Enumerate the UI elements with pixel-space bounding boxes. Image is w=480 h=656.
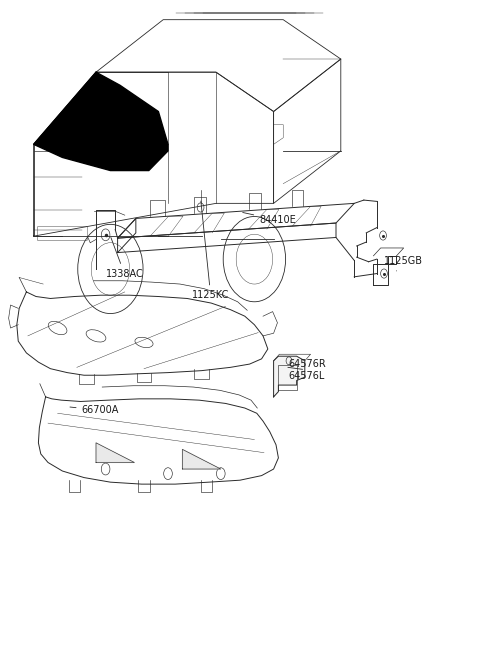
Polygon shape: [182, 449, 221, 469]
Text: 66700A: 66700A: [70, 405, 119, 415]
Text: 64576L: 64576L: [288, 371, 324, 381]
Text: 84410E: 84410E: [243, 213, 296, 225]
Text: 64576R: 64576R: [288, 359, 326, 369]
Text: 1125GB: 1125GB: [384, 256, 423, 271]
Text: 1125KC: 1125KC: [192, 201, 229, 300]
Polygon shape: [34, 72, 168, 171]
Polygon shape: [96, 443, 134, 462]
Polygon shape: [274, 356, 305, 397]
Text: 1338AC: 1338AC: [106, 237, 144, 279]
